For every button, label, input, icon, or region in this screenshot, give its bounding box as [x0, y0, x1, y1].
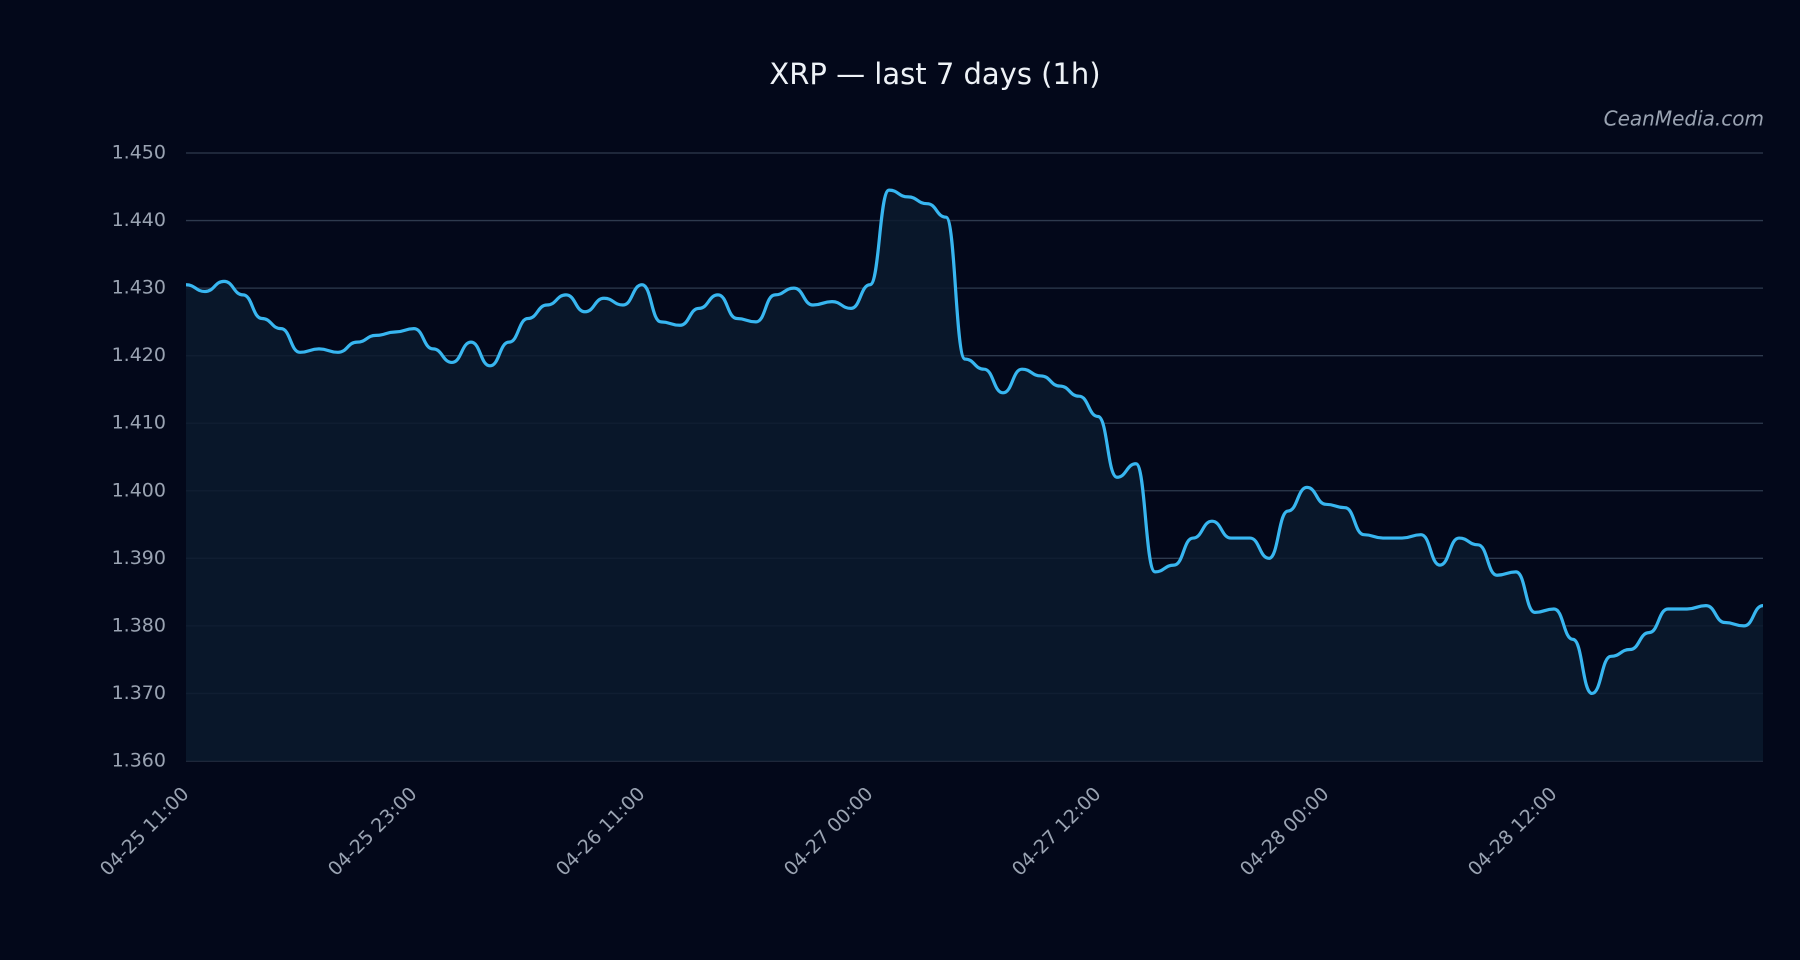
chart-title: XRP — last 7 days (1h) [769, 57, 1100, 91]
area [186, 190, 1763, 762]
price-line [185, 188, 1764, 696]
y-tick-label: 1.390 [112, 547, 166, 569]
y-tick-label: 1.450 [112, 142, 166, 164]
y-tick-label: 1.400 [112, 479, 166, 501]
y-tick-label: 1.380 [112, 614, 166, 636]
y-tick-label: 1.430 [112, 277, 166, 299]
y-tick-label: 1.370 [112, 682, 166, 704]
y-tick-label: 1.360 [112, 750, 166, 772]
y-tick-label: 1.440 [112, 209, 166, 231]
y-tick-label: 1.410 [112, 412, 166, 434]
watermark: CeanMedia.com [1604, 107, 1764, 131]
y-tick-label: 1.420 [112, 344, 166, 366]
